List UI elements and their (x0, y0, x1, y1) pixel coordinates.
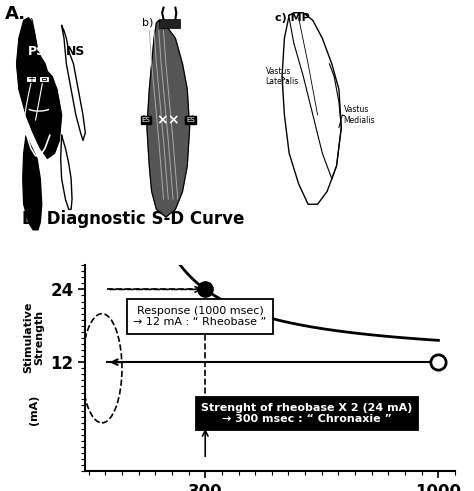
Text: a): a) (24, 18, 35, 28)
Text: Stimulative
Strength: Stimulative Strength (23, 301, 45, 373)
Text: PS: PS (28, 45, 46, 57)
Text: Strenght of rheobase X 2 (24 mA)
→ 300 msec : “ Chronaxie ”: Strenght of rheobase X 2 (24 mA) → 300 m… (201, 403, 413, 424)
Bar (39, 76, 49, 82)
Text: NS: NS (66, 45, 85, 57)
Polygon shape (62, 26, 85, 140)
Bar (42, 78, 46, 80)
Text: (mA): (mA) (28, 394, 38, 425)
Text: ×: × (156, 113, 168, 127)
Text: Response (1000 msec)
→ 12 mA : “ Rheobase ”: Response (1000 msec) → 12 mA : “ Rheobas… (133, 306, 266, 327)
Bar (26, 76, 36, 82)
Text: B. Diagnostic S-D Curve: B. Diagnostic S-D Curve (22, 210, 245, 228)
Text: A.: A. (5, 5, 26, 23)
Polygon shape (23, 136, 42, 230)
Bar (159, 19, 180, 28)
Text: ×: × (167, 113, 179, 127)
Polygon shape (61, 136, 72, 209)
Text: b): b) (142, 18, 154, 28)
Text: c) MP: c) MP (275, 13, 310, 23)
Polygon shape (17, 18, 62, 158)
Text: +: + (27, 74, 35, 84)
Text: Vastus
Lateralis: Vastus Lateralis (265, 67, 299, 86)
Text: ES: ES (186, 117, 195, 123)
Text: ES: ES (142, 117, 150, 123)
Polygon shape (147, 21, 190, 217)
Text: Vastus
Medialis: Vastus Medialis (344, 105, 375, 125)
